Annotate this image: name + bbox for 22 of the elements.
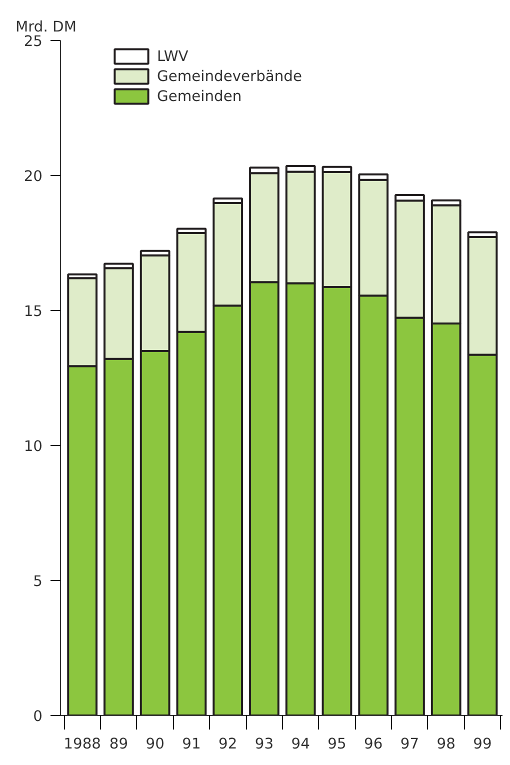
y-axis-title: Mrd. DM	[16, 18, 76, 36]
x-tick-label: 1988	[64, 736, 101, 752]
legend-label: Gemeinden	[157, 88, 242, 104]
x-tick-label: 99	[473, 736, 492, 752]
x-tick-label: 97	[400, 736, 420, 752]
x-tick-label: 95	[328, 736, 346, 752]
legend-label: Gemeindeverbände	[157, 68, 302, 84]
y-tick-label: 15	[24, 303, 43, 320]
y-tick-label: 10	[24, 438, 43, 455]
x-tick-label: 98	[436, 736, 456, 752]
x-tick-label: 90	[146, 736, 164, 752]
y-tick-label: 20	[24, 168, 43, 185]
x-tick-label: 91	[182, 736, 201, 752]
x-tick-label: 96	[364, 736, 383, 752]
x-tick-label: 93	[254, 736, 274, 752]
x-tick-label: 89	[109, 736, 128, 752]
x-tick-label: 92	[218, 736, 238, 752]
y-tick-label: 0	[33, 708, 43, 725]
x-tick-label: 94	[291, 736, 310, 752]
legend-label: LWV	[157, 48, 188, 64]
y-tick-label: 5	[33, 573, 43, 590]
y-tick-label: 25	[24, 33, 43, 50]
